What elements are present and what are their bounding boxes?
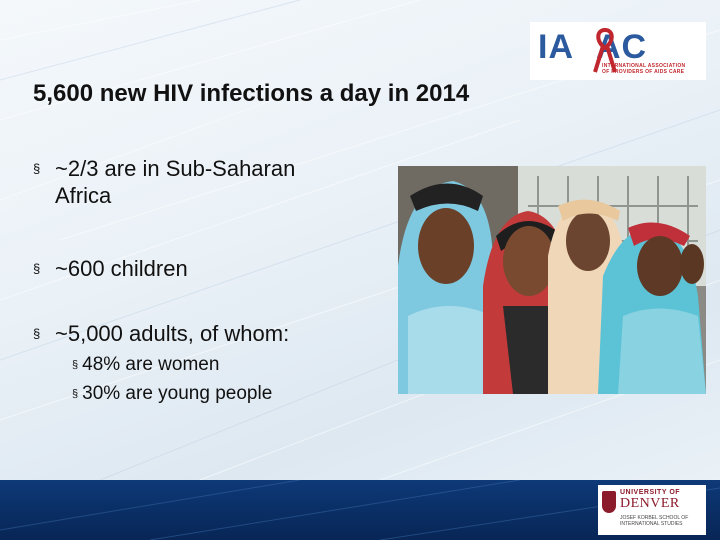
bullet-text: ~600 children [55,256,188,281]
university-of-denver-logo: UNIVERSITY OF DENVER JOSEF KORBEL SCHOOL… [598,485,706,535]
crest-icon [602,491,616,513]
iapac-logo-mark: IA AC [538,28,648,66]
iapac-logo: IA AC INTERNATIONAL ASSOCIATION OF PROVID… [530,22,706,80]
bullet-text: ~5,000 adults, of whom: [55,321,290,346]
sub-bullet-young-people: § 30% are young people [72,383,273,404]
sub-bullet-women: § 48% are women [72,354,220,375]
women-photo [398,166,706,394]
slide-title: 5,600 new HIV infections a day in 2014 [33,80,470,107]
bullet-marker: § [33,326,41,341]
bullet-text: ~2/3 are in Sub-Saharan Africa [55,156,296,208]
bullet-marker: § [33,261,41,276]
bullet-marker: § [33,161,41,176]
aids-ribbon-icon [593,27,617,73]
iapac-logo-subtitle: INTERNATIONAL ASSOCIATION OF PROVIDERS O… [602,63,686,75]
